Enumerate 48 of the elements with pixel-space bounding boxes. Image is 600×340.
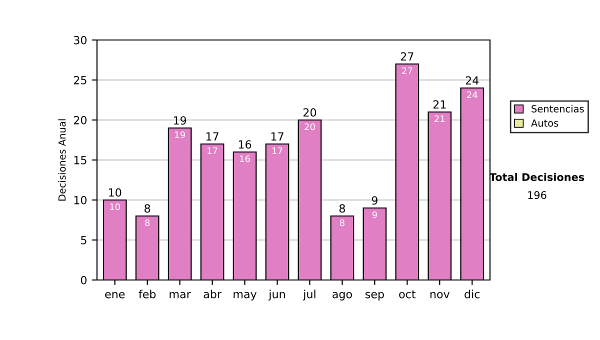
legend-label: Sentencias	[532, 104, 584, 112]
data-label: 20	[304, 123, 315, 130]
x-tick-label: nov	[430, 292, 450, 298]
data-label: 16	[240, 155, 250, 162]
total-label: 17	[206, 132, 218, 140]
data-label: 8	[340, 219, 344, 226]
y-tick-label: 30	[74, 36, 87, 44]
x-tick-label: mar	[170, 292, 191, 298]
x-tick-label: ago	[332, 292, 352, 300]
text: 196	[528, 191, 546, 200]
total-label: 9	[372, 196, 378, 205]
x-tick-label: feb	[138, 290, 156, 298]
total-label: 27	[400, 52, 414, 60]
x-tick-label: ene	[105, 292, 125, 298]
y-tick-label: 20	[74, 116, 87, 124]
x-tick-label: dic	[464, 290, 480, 298]
total-label: 24	[466, 76, 479, 84]
data-label: 8	[145, 219, 150, 226]
total-label: 8	[339, 204, 345, 213]
data-label: 9	[372, 211, 377, 218]
x-tick-label: may	[234, 292, 257, 300]
total-label: 20	[303, 108, 316, 117]
x-tick-label: oct	[399, 290, 416, 298]
x-tick-label: sep	[365, 292, 384, 300]
data-label: 27	[402, 67, 412, 74]
total-label: 21	[433, 100, 446, 108]
x-tick-label: jul	[302, 290, 316, 300]
x-tick-label: abr	[204, 290, 222, 298]
y-axis-title: Decisiones Anual	[58, 119, 66, 201]
data-label: 19	[175, 131, 185, 138]
annotation: Total Decisiones	[489, 172, 584, 182]
data-label: 10	[110, 203, 120, 210]
total-label: 8	[144, 204, 150, 213]
x-tick-label: jun	[268, 290, 285, 300]
total-label: 10	[109, 188, 122, 197]
y-tick-label: 15	[74, 156, 86, 164]
data-label: 24	[467, 91, 478, 98]
data-label: 21	[434, 115, 445, 122]
legend-label: Autos	[531, 120, 558, 127]
y-tick-label: 0	[80, 276, 87, 284]
data-label: 17	[208, 147, 218, 154]
total-label: 19	[174, 116, 186, 125]
y-tick-label: 5	[81, 236, 86, 244]
total-label: 17	[271, 132, 284, 140]
y-tick-label: 10	[74, 196, 87, 204]
y-tick-label: 25	[74, 76, 86, 84]
total-label: 16	[238, 140, 252, 149]
data-label: 17	[272, 147, 282, 154]
